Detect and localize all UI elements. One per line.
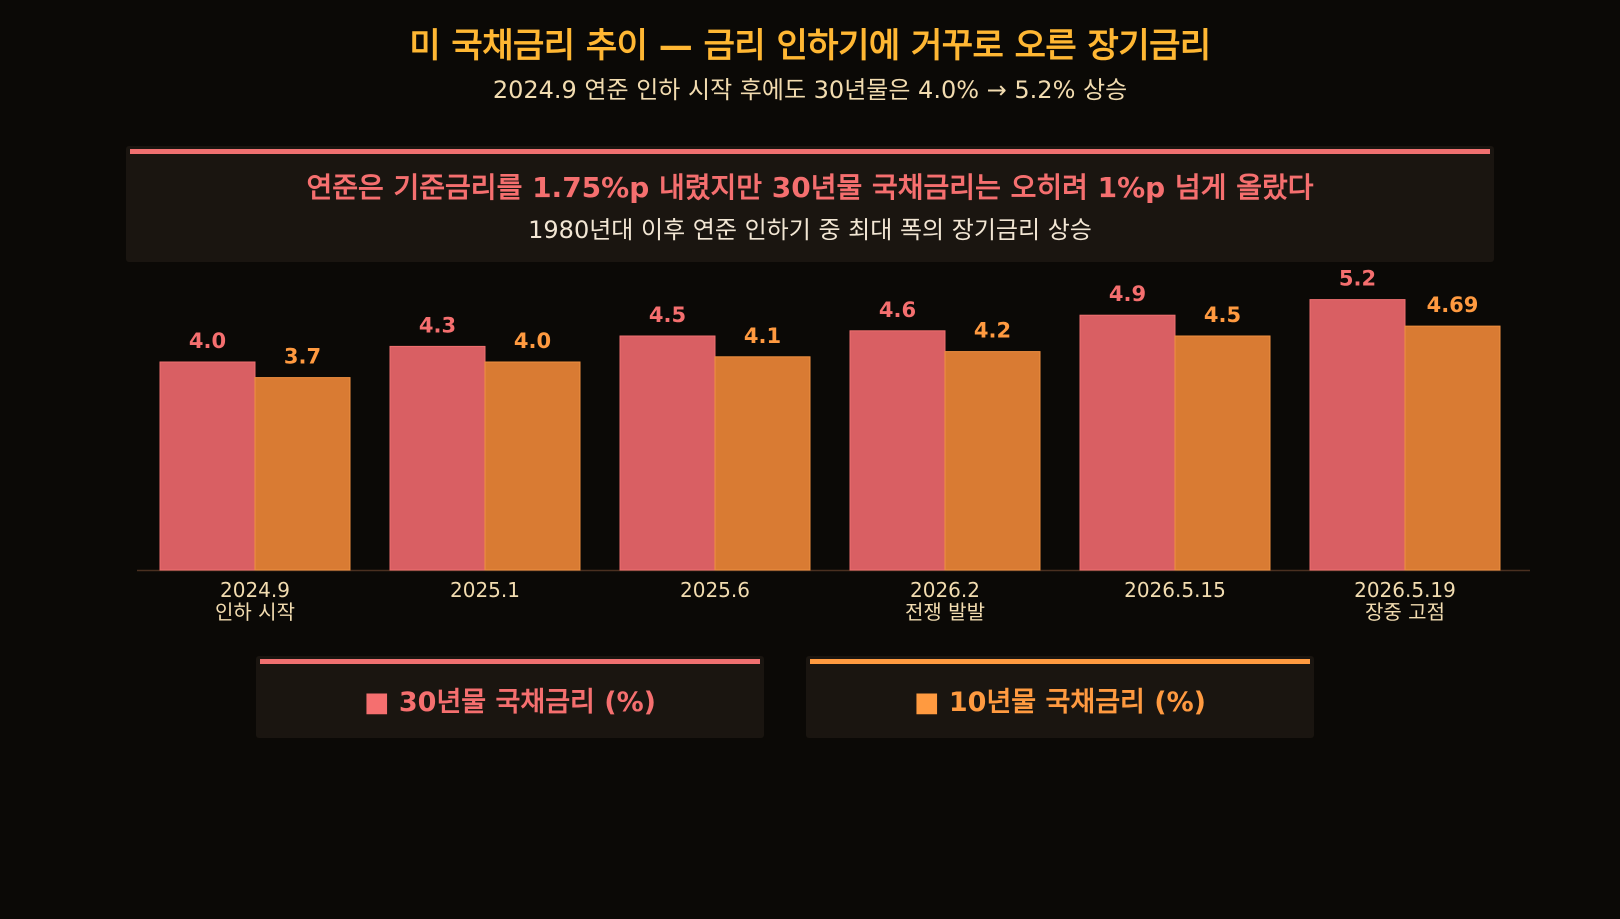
data-label-30y-4: 4.9 [1109, 282, 1146, 306]
bar-chart: 4.0 3.7 2024.9인하 시작 4.3 4.0 2025.1 4.5 4.1 2025.… [137, 267, 1530, 624]
x-tick-label-0-1: 인하 시작 [215, 600, 295, 624]
x-tick-label-5-1: 장중 고점 [1365, 600, 1445, 624]
x-tick-label-3-1: 전쟁 발발 [905, 600, 985, 624]
bar-10y-0 [254, 377, 351, 571]
legend-swatch-10y: ■ [913, 687, 940, 718]
callout-panel: 연준은 기준금리를 1.75%p 내렸지만 30년물 국채금리는 오히려 1%p… [126, 146, 1494, 262]
x-tick-label-0-0: 2024.9 [220, 578, 290, 602]
legend-accent-bar [260, 659, 760, 664]
bar-10y-4 [1174, 335, 1271, 571]
legend-item-10y: ■ 10년물 국채금리 (%) [806, 656, 1314, 738]
data-label-10y-2: 4.1 [744, 324, 781, 348]
data-label-30y-5: 5.2 [1339, 267, 1376, 291]
x-tick-label-4-0: 2026.5.15 [1124, 578, 1226, 602]
legend-text-10y: 10년물 국채금리 (%) [948, 687, 1207, 718]
bar-30y-4 [1079, 314, 1176, 571]
data-label-30y-0: 4.0 [189, 329, 226, 353]
data-label-10y-5: 4.69 [1427, 293, 1479, 317]
data-label-30y-3: 4.6 [879, 298, 916, 322]
bar-10y-3 [944, 351, 1041, 571]
bar-10y-1 [484, 361, 581, 571]
chart-title: 미 국채금리 추이 — 금리 인하기에 거꾸로 오른 장기금리 [409, 26, 1211, 66]
x-tick-label-5-0: 2026.5.19 [1354, 578, 1456, 602]
legend-text-30y: 30년물 국채금리 (%) [398, 687, 657, 718]
bar-30y-5 [1309, 299, 1406, 571]
x-tick-label-2-0: 2025.6 [680, 578, 750, 602]
x-tick-label-3-0: 2026.2 [910, 578, 980, 602]
legend-accent-bar [810, 659, 1310, 664]
data-label-10y-4: 4.5 [1204, 303, 1241, 327]
data-label-10y-3: 4.2 [974, 319, 1011, 343]
data-label-30y-1: 4.3 [419, 313, 456, 337]
data-label-30y-2: 4.5 [649, 303, 686, 327]
bar-30y-2 [619, 335, 716, 571]
x-tick-label-1-0: 2025.1 [450, 578, 520, 602]
legend-label-30y: ■ 30년물 국채금리 (%) [256, 680, 764, 719]
bar-10y-5 [1404, 325, 1501, 571]
legend-swatch-30y: ■ [363, 687, 390, 718]
data-label-10y-1: 4.0 [514, 329, 551, 353]
bar-10y-2 [714, 356, 811, 571]
legend-item-30y: ■ 30년물 국채금리 (%) [256, 656, 764, 738]
bar-30y-1 [389, 345, 486, 571]
bar-30y-3 [849, 330, 946, 571]
data-label-10y-0: 3.7 [284, 345, 321, 369]
callout-headline: 연준은 기준금리를 1.75%p 내렸지만 30년물 국채금리는 오히려 1%p… [306, 171, 1314, 204]
bar-30y-0 [159, 361, 256, 571]
legend-label-10y: ■ 10년물 국채금리 (%) [806, 680, 1314, 719]
callout-subtext: 1980년대 이후 연준 인하기 중 최대 폭의 장기금리 상승 [528, 216, 1092, 244]
chart-subtitle: 2024.9 연준 인하 시작 후에도 30년물은 4.0% → 5.2% 상승 [492, 76, 1128, 104]
callout-accent-bar [130, 149, 1490, 154]
